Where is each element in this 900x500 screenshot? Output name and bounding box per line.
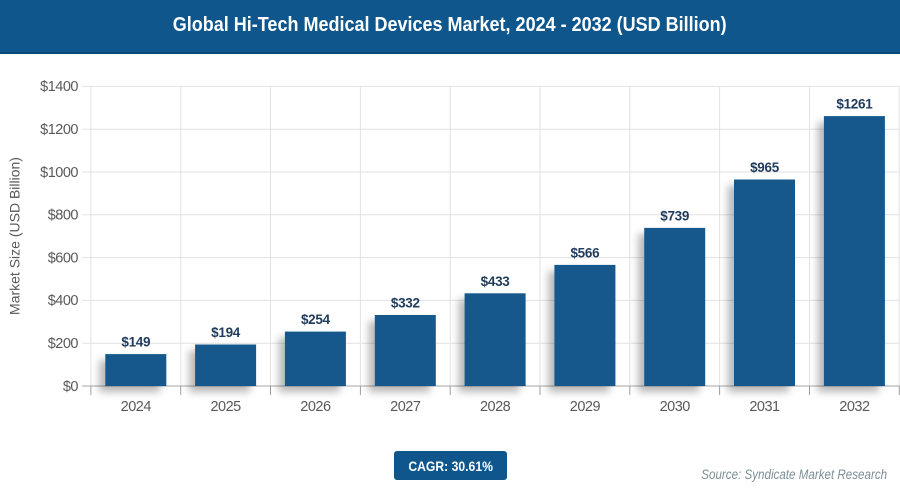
svg-text:2032: 2032: [839, 399, 870, 415]
svg-text:$800: $800: [48, 208, 79, 224]
svg-text:$566: $566: [570, 246, 600, 261]
svg-text:2024: 2024: [121, 399, 152, 415]
svg-text:2031: 2031: [749, 399, 780, 415]
svg-text:2029: 2029: [570, 399, 601, 415]
svg-text:$739: $739: [660, 209, 689, 224]
svg-text:2030: 2030: [660, 399, 691, 415]
svg-text:$0: $0: [63, 379, 79, 395]
svg-text:$194: $194: [211, 325, 241, 340]
svg-text:2025: 2025: [210, 399, 241, 415]
svg-text:$600: $600: [48, 250, 79, 266]
svg-text:$1261: $1261: [836, 97, 873, 112]
svg-text:$965: $965: [750, 160, 780, 175]
svg-text:$1000: $1000: [40, 165, 78, 181]
svg-text:$433: $433: [481, 274, 511, 289]
svg-text:2028: 2028: [480, 399, 511, 415]
svg-text:$149: $149: [121, 335, 150, 350]
svg-text:2026: 2026: [300, 399, 331, 415]
svg-text:$400: $400: [48, 293, 79, 309]
svg-text:$254: $254: [301, 312, 331, 327]
svg-text:2027: 2027: [390, 399, 421, 415]
svg-text:$332: $332: [391, 296, 420, 311]
svg-text:$1400: $1400: [40, 79, 78, 95]
svg-text:Market Size (USD Billion): Market Size (USD Billion): [7, 157, 23, 315]
svg-text:$1200: $1200: [40, 122, 78, 138]
svg-text:$200: $200: [48, 336, 79, 352]
